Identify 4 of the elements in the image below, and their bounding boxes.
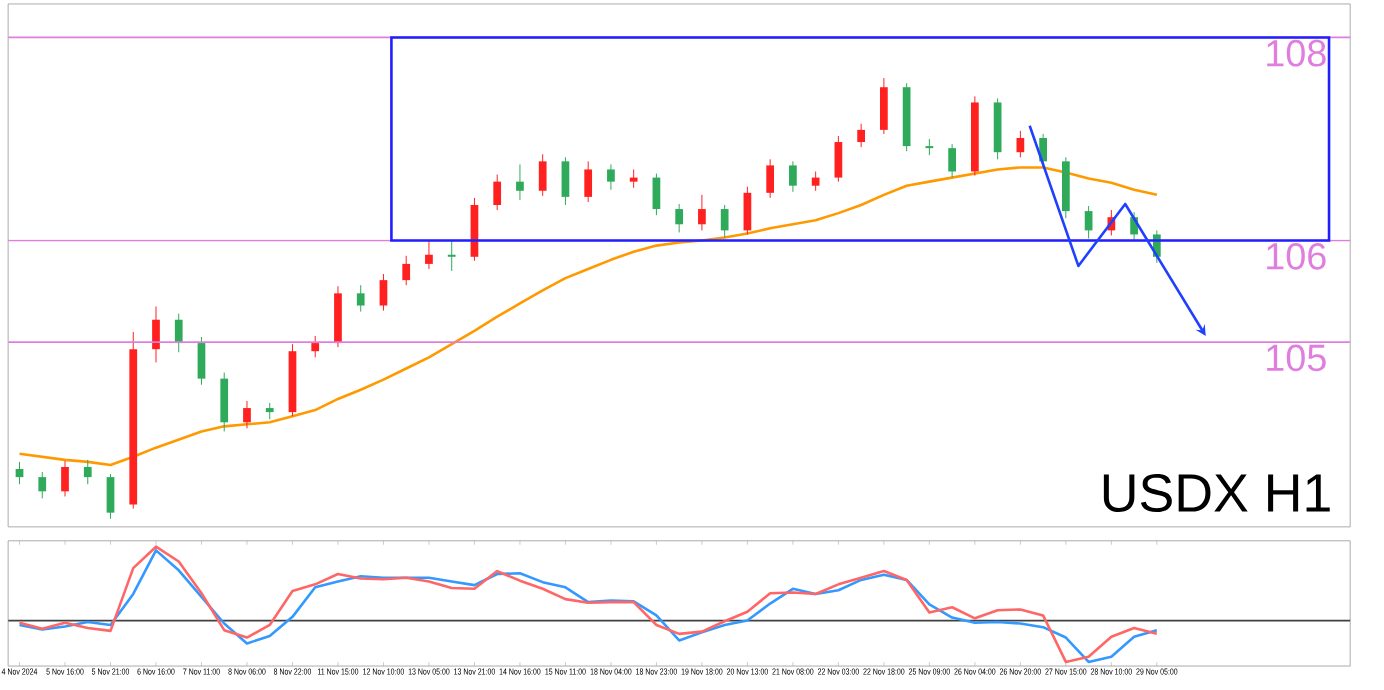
annotation: USDX H1 bbox=[1103, 474, 1330, 513]
ref-line-label: 106 bbox=[1267, 242, 1326, 270]
ref-line-label: 105 bbox=[1267, 344, 1326, 372]
ref-line-label: 108 bbox=[1267, 39, 1326, 67]
